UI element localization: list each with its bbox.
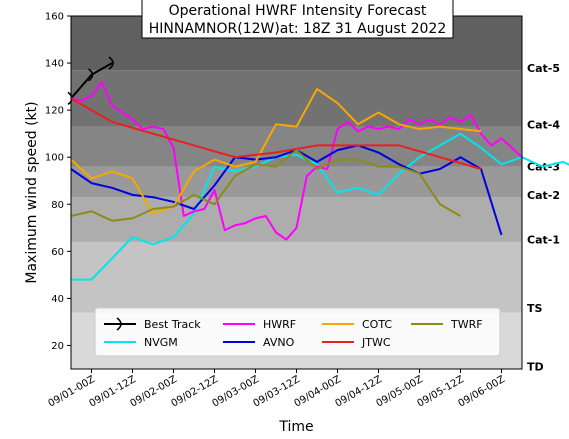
series-hwrf xyxy=(70,80,523,241)
series-cotc xyxy=(70,88,482,215)
band-cat-4 xyxy=(71,70,522,127)
series-line-nvgm xyxy=(71,132,569,281)
category-label-ts: TS xyxy=(527,302,543,315)
y-tick-label: 80 xyxy=(51,200,64,211)
x-axis-label: Time xyxy=(278,419,313,435)
band-cat-2 xyxy=(71,166,522,198)
category-bands xyxy=(71,16,522,369)
legend-label-nvgm: NVGM xyxy=(144,336,178,349)
x-tick-label: 09/06-00Z xyxy=(456,374,507,410)
series-twrf xyxy=(70,149,461,222)
category-label-cat-1: Cat-1 xyxy=(527,234,560,247)
title-text: Operational HWRF Intensity Forecast xyxy=(169,3,427,19)
subtitle-text: HINNAMNOR(12W)at: 18Z 31 August 2022 xyxy=(149,21,447,37)
y-axis-label: Maximum wind speed (kt) xyxy=(24,101,40,283)
y-tick-label: 100 xyxy=(45,153,64,164)
best-track-point xyxy=(87,68,94,82)
legend-label-avno: AVNO xyxy=(263,336,295,349)
category-label-cat-5: Cat-5 xyxy=(527,62,560,75)
series-line-hwrf xyxy=(70,80,523,241)
category-label-cat-4: Cat-4 xyxy=(527,118,560,131)
band-cat-1 xyxy=(71,197,522,242)
y-tick-label: 140 xyxy=(45,59,64,70)
title-box xyxy=(141,0,454,39)
series-line-jtwc xyxy=(70,97,482,170)
band-ts xyxy=(71,241,522,313)
series-line-best-track xyxy=(70,62,113,100)
series-line-cotc xyxy=(70,88,482,215)
legend: Best Track HWRF COTC TWRF NVGM AVNO JTWC xyxy=(94,307,501,357)
legend-label-hwrf: HWRF xyxy=(263,318,296,331)
x-axis-ticks: 09/01-00Z09/01-12Z09/02-00Z09/02-12Z09/0… xyxy=(46,369,507,410)
y-tick-label: 20 xyxy=(51,341,64,352)
legend-label-cotc: COTC xyxy=(362,318,392,331)
y-axis-ticks: 20 40 60 80 100 120 140 160 xyxy=(45,12,71,352)
category-label-td: TD xyxy=(527,361,544,374)
series-nvgm xyxy=(71,132,569,281)
legend-label-best-track: Best Track xyxy=(144,318,201,331)
legend-label-twrf: TWRF xyxy=(450,318,483,331)
series-jtwc xyxy=(70,97,482,170)
y-tick-label: 40 xyxy=(51,294,64,305)
series-line-twrf xyxy=(70,149,461,222)
y-tick-label: 160 xyxy=(45,12,64,23)
chart-title: Operational HWRF Intensity Forecast HINN… xyxy=(141,0,454,39)
best-track-point xyxy=(108,56,114,70)
legend-label-jtwc: JTWC xyxy=(361,336,391,349)
legend-marker-best-track xyxy=(116,317,122,331)
series-lines xyxy=(67,56,569,281)
y-tick-label: 60 xyxy=(51,247,64,258)
legend-box xyxy=(94,307,501,357)
y-tick-label: 120 xyxy=(45,106,64,117)
category-label-cat-2: Cat-2 xyxy=(527,189,560,202)
